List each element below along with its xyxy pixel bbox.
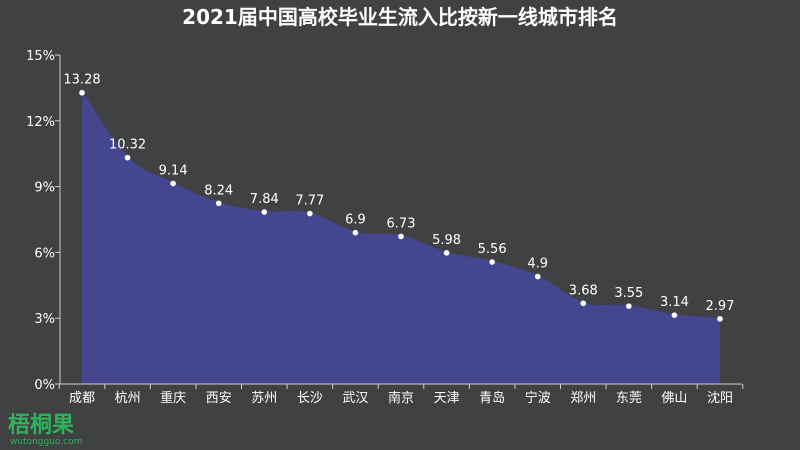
data-point	[79, 89, 85, 96]
data-label: 3.55	[614, 286, 643, 301]
y-tick-label: 6%	[34, 246, 55, 261]
data-point	[398, 233, 404, 240]
data-points	[79, 89, 723, 322]
data-point	[717, 316, 723, 322]
data-label: 6.9	[345, 213, 366, 228]
data-point	[580, 300, 587, 307]
data-point	[170, 180, 176, 187]
data-label: 3.14	[660, 295, 689, 310]
data-point	[534, 273, 541, 280]
x-category-label: 佛山	[661, 391, 687, 406]
data-point	[443, 250, 450, 256]
data-label: 3.68	[569, 283, 598, 298]
data-label: 6.73	[387, 216, 416, 231]
axes	[59, 55, 742, 385]
data-label: 13.28	[63, 73, 100, 88]
y-tick-label: 12%	[26, 115, 55, 130]
watermark-en: wutongguo.com	[10, 437, 82, 447]
data-label: 5.56	[478, 242, 507, 257]
x-category-label: 重庆	[160, 390, 186, 406]
data-label: 4.9	[527, 257, 548, 272]
data-label: 2.97	[706, 299, 735, 314]
data-point	[352, 229, 359, 236]
data-point	[307, 210, 313, 217]
data-point	[261, 209, 268, 215]
y-tick-label: 0%	[34, 378, 55, 393]
data-label: 5.98	[432, 233, 461, 248]
x-category-label: 苏州	[251, 390, 277, 406]
x-category-label: 西安	[206, 391, 232, 406]
y-tick-label: 3%	[34, 312, 55, 327]
data-label: 10.32	[109, 138, 146, 153]
x-category-label: 武汉	[342, 391, 368, 406]
x-category-label: 长沙	[297, 391, 323, 406]
y-tick-label: 9%	[34, 181, 55, 196]
data-label: 8.24	[204, 183, 233, 198]
x-category-label: 东莞	[616, 391, 642, 406]
data-point	[124, 154, 131, 161]
data-point	[626, 303, 632, 309]
x-category-label: 青岛	[479, 390, 505, 406]
watermark-cn: 梧桐果	[8, 413, 74, 438]
y-tick-label: 15%	[26, 49, 55, 64]
x-category-label: 南京	[388, 390, 414, 406]
data-point	[489, 259, 495, 265]
data-label: 9.14	[159, 164, 188, 179]
data-point	[215, 200, 222, 207]
data-labels: 13.28 10.32 9.14 8.24 7.84 7.77 6.9 6.73 5.98 5.5…	[63, 73, 734, 314]
x-category-label: 沈阳	[707, 391, 733, 406]
x-category-label: 宁波	[525, 390, 551, 406]
x-category-label: 杭州	[115, 391, 141, 406]
data-point	[671, 312, 678, 318]
y-axis-ticks: 0% 3% 6% 9% 12% 15%	[26, 49, 60, 393]
chart-title: 2021届中国高校毕业生流入比按新一线城市排名	[182, 5, 618, 29]
data-label: 7.77	[295, 194, 324, 209]
x-category-label: 郑州	[570, 391, 596, 406]
watermark-logo: 梧桐果 wutongguo.com	[8, 413, 82, 447]
data-label: 7.84	[250, 192, 279, 207]
x-category-label: 天津	[434, 391, 460, 406]
x-category-label: 成都	[69, 391, 95, 406]
x-axis-categories: 成都 杭州 重庆 西安 苏州 长沙 武汉 南京 天津 青岛 宁波 郑州 东莞 佛山 沈阳	[58, 384, 744, 406]
